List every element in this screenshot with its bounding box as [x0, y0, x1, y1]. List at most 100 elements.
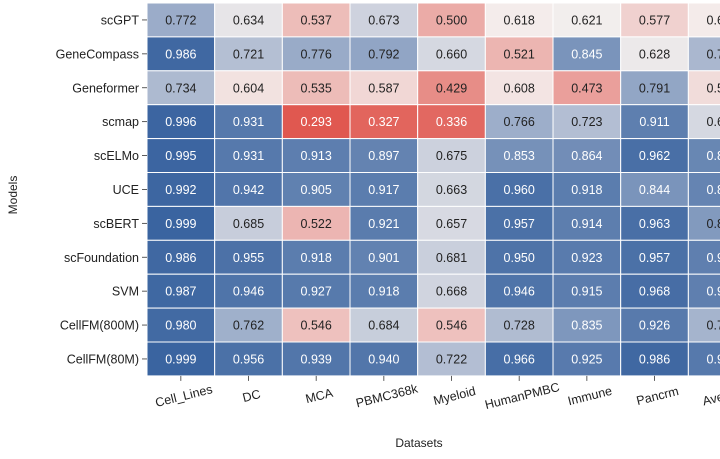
- heatmap-cell: [687, 172, 720, 207]
- x-tick-label: DC: [241, 387, 262, 405]
- cell-value-label: 0.595: [707, 81, 720, 95]
- y-tick-label: CellFM(80M): [67, 352, 139, 366]
- cell-value-label: 0.668: [436, 285, 467, 299]
- x-tick-label: Cell_Lines: [154, 382, 214, 410]
- x-tick-label: Pancrm: [635, 384, 680, 408]
- heatmap-cell: [417, 172, 486, 207]
- y-tick-label: scGPT: [101, 13, 140, 27]
- cell-value-label: 0.618: [504, 13, 535, 27]
- heatmap-cell: [214, 341, 283, 377]
- heatmap-cell: [687, 273, 720, 309]
- cell-value-label: 0.931: [233, 149, 264, 163]
- cell-value-label: 0.617: [707, 13, 720, 27]
- cell-value-label: 0.886: [707, 149, 720, 163]
- cell-value-label: 0.546: [436, 319, 467, 333]
- cell-value-label: 0.942: [233, 183, 264, 197]
- heatmap-cell: [484, 239, 554, 275]
- cell-value-label: 0.955: [233, 251, 264, 265]
- cell-value-label: 0.766: [504, 115, 535, 129]
- heatmap-cell: [417, 104, 486, 140]
- cell-value-label: 0.675: [436, 149, 467, 163]
- heatmap-cell: [620, 205, 689, 241]
- x-tick-label: HumanPMBC: [483, 380, 561, 412]
- cell-value-label: 0.911: [639, 115, 669, 129]
- cell-value-label: 0.987: [165, 285, 196, 299]
- cell-value-label: 0.957: [504, 217, 535, 231]
- heatmap-cell: [484, 70, 554, 106]
- x-tick-label: Average: [701, 384, 720, 409]
- heatmap-cell: [281, 104, 351, 140]
- cell-value-label: 0.963: [639, 217, 670, 231]
- heatmap-cell: [281, 273, 351, 309]
- cell-value-label: 0.500: [436, 13, 467, 27]
- heatmap-cell: [687, 2, 720, 38]
- cell-value-label: 0.723: [571, 115, 602, 129]
- x-tick-label: Immune: [566, 384, 613, 409]
- heatmap-cell: [146, 307, 216, 343]
- cell-value-label: 0.722: [436, 352, 467, 366]
- cell-value-label: 0.914: [571, 217, 602, 231]
- y-tick-label: Geneformer: [72, 81, 139, 95]
- heatmap-cell: [281, 138, 351, 174]
- heatmap-cell: [417, 341, 486, 377]
- heatmap-cell: [687, 70, 720, 106]
- heatmap-cell: [214, 2, 283, 38]
- cell-value-label: 0.909: [707, 251, 720, 265]
- cell-value-label: 0.995: [165, 149, 196, 163]
- cell-value-label: 0.926: [639, 319, 670, 333]
- heatmap-cell: [484, 273, 554, 309]
- cell-value-label: 0.931: [233, 115, 264, 129]
- cell-value-label: 0.535: [301, 81, 332, 95]
- cell-value-label: 0.684: [368, 319, 399, 333]
- cell-value-label: 0.918: [368, 285, 399, 299]
- heatmap-cell: [349, 104, 419, 140]
- y-tick-label: GeneCompass: [56, 47, 139, 61]
- heatmap-cell: [620, 239, 689, 275]
- cell-value-label: 0.893: [707, 183, 720, 197]
- heatmap-cell: [146, 205, 216, 241]
- cell-value-label: 0.980: [165, 319, 196, 333]
- heatmap-cell: [281, 341, 351, 377]
- cell-value-label: 0.956: [233, 352, 264, 366]
- y-tick-label: CellFM(800M): [60, 319, 139, 333]
- cell-value-label: 0.992: [165, 183, 196, 197]
- heatmap-cell: [417, 70, 486, 106]
- cell-value-label: 0.546: [301, 319, 332, 333]
- cell-value-label: 0.827: [707, 217, 720, 231]
- heatmap-cell: [349, 205, 419, 241]
- cell-value-label: 0.721: [233, 47, 264, 61]
- cell-value-label: 0.915: [571, 285, 602, 299]
- cell-value-label: 0.864: [571, 149, 602, 163]
- heatmap-cell: [349, 341, 419, 377]
- cell-value-label: 0.939: [301, 352, 332, 366]
- cell-value-label: 0.897: [368, 149, 399, 163]
- cell-value-label: 0.901: [368, 251, 399, 265]
- cell-value-label: 0.660: [707, 115, 720, 129]
- heatmap-cell: [484, 341, 554, 377]
- cell-value-label: 0.776: [301, 47, 332, 61]
- y-axis-label: Models: [6, 176, 20, 215]
- heatmap-cell: [349, 273, 419, 309]
- cell-value-label: 0.927: [301, 285, 332, 299]
- cell-value-label: 0.751: [707, 319, 720, 333]
- heatmap-cell: [687, 239, 720, 275]
- cell-value-label: 0.663: [436, 183, 467, 197]
- cell-value-label: 0.657: [436, 217, 467, 231]
- cell-value-label: 0.336: [436, 115, 467, 129]
- cell-value-label: 0.905: [301, 183, 332, 197]
- heatmap-cell: [687, 307, 720, 343]
- heatmap-cell: [281, 36, 351, 72]
- cell-value-label: 0.522: [301, 217, 332, 231]
- cell-value-label: 0.537: [301, 13, 332, 27]
- cell-value-label: 0.966: [504, 352, 535, 366]
- cell-value-label: 0.792: [368, 47, 399, 61]
- y-tick-label: scFoundation: [64, 251, 139, 265]
- cell-value-label: 0.835: [571, 319, 602, 333]
- heatmap-cell: [214, 239, 283, 275]
- cell-value-label: 0.913: [301, 149, 332, 163]
- y-tick-label: scBERT: [93, 217, 139, 231]
- cell-value-label: 0.634: [233, 13, 264, 27]
- cell-value-label: 0.946: [504, 285, 535, 299]
- cell-value-label: 0.604: [233, 81, 264, 95]
- heatmap-cell: [687, 341, 720, 377]
